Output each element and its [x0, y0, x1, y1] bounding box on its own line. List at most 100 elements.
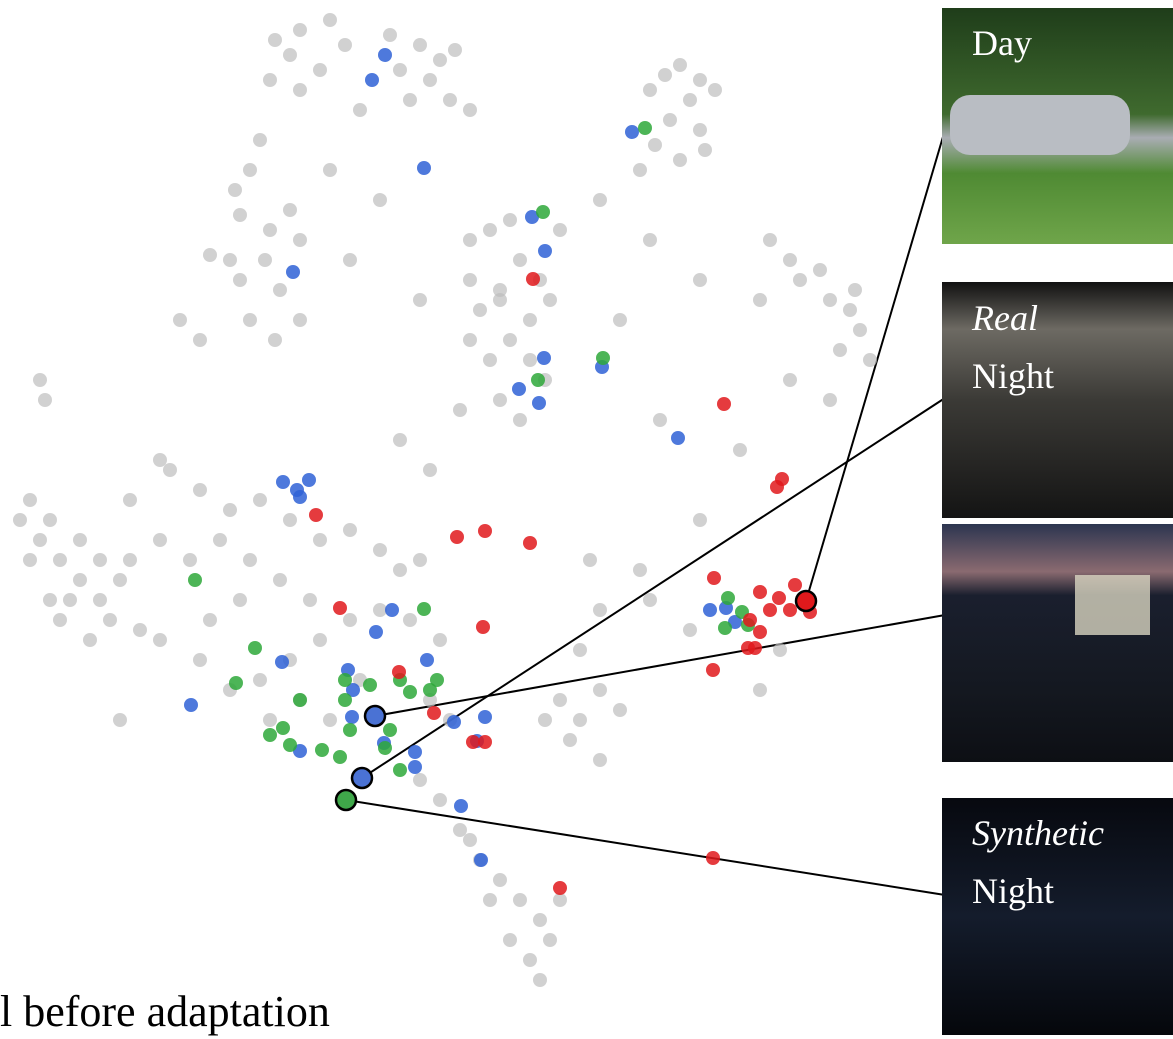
point — [553, 893, 567, 907]
point — [653, 413, 667, 427]
point — [228, 183, 242, 197]
point — [593, 753, 607, 767]
highlight-point — [352, 768, 372, 788]
point — [503, 333, 517, 347]
point — [338, 38, 352, 52]
point — [593, 683, 607, 697]
point — [706, 663, 720, 677]
caption: l before adaptation — [0, 987, 330, 1036]
point — [385, 603, 399, 617]
point — [706, 851, 720, 865]
point — [493, 393, 507, 407]
connector — [806, 130, 945, 601]
point — [343, 723, 357, 737]
point — [275, 655, 289, 669]
point — [563, 733, 577, 747]
point — [103, 613, 117, 627]
point — [503, 213, 517, 227]
point — [478, 735, 492, 749]
point — [353, 103, 367, 117]
point — [33, 533, 47, 547]
point — [53, 613, 67, 627]
point — [433, 793, 447, 807]
panel-label: Real — [971, 298, 1038, 338]
point — [463, 233, 477, 247]
point — [315, 743, 329, 757]
point — [263, 713, 277, 727]
point — [478, 524, 492, 538]
point — [543, 933, 557, 947]
point — [184, 698, 198, 712]
point — [323, 713, 337, 727]
point — [369, 625, 383, 639]
point — [213, 533, 227, 547]
point — [643, 233, 657, 247]
point — [343, 613, 357, 627]
point — [373, 193, 387, 207]
point — [698, 143, 712, 157]
point — [813, 263, 827, 277]
point — [493, 873, 507, 887]
point — [733, 443, 747, 457]
point — [363, 678, 377, 692]
point — [333, 601, 347, 615]
car-shape — [950, 95, 1130, 155]
point — [523, 953, 537, 967]
point — [23, 493, 37, 507]
point — [333, 750, 347, 764]
point — [553, 693, 567, 707]
point — [638, 121, 652, 135]
point — [513, 413, 527, 427]
point — [393, 763, 407, 777]
point — [93, 593, 107, 607]
point — [173, 313, 187, 327]
point — [693, 273, 707, 287]
point — [753, 625, 767, 639]
point — [483, 223, 497, 237]
point — [233, 273, 247, 287]
point — [73, 573, 87, 587]
point — [843, 303, 857, 317]
point — [286, 265, 300, 279]
point — [513, 253, 527, 267]
point — [453, 823, 467, 837]
point — [748, 641, 762, 655]
point — [613, 703, 627, 717]
point — [673, 153, 687, 167]
point — [392, 665, 406, 679]
point — [538, 713, 552, 727]
point — [193, 483, 207, 497]
point — [223, 503, 237, 517]
point — [538, 244, 552, 258]
point — [408, 760, 422, 774]
point — [403, 93, 417, 107]
point — [658, 68, 672, 82]
point — [153, 453, 167, 467]
point — [633, 163, 647, 177]
connector — [375, 615, 945, 716]
point — [338, 673, 352, 687]
point — [625, 125, 639, 139]
point — [863, 353, 877, 367]
point — [413, 38, 427, 52]
point — [365, 73, 379, 87]
point — [338, 693, 352, 707]
point — [243, 313, 257, 327]
point — [403, 685, 417, 699]
point — [537, 351, 551, 365]
point — [33, 373, 47, 387]
point — [763, 233, 777, 247]
point — [413, 293, 427, 307]
point — [531, 373, 545, 387]
point — [433, 53, 447, 67]
point — [113, 713, 127, 727]
point — [573, 643, 587, 657]
point — [263, 728, 277, 742]
point — [573, 713, 587, 727]
point — [671, 431, 685, 445]
point — [683, 93, 697, 107]
point — [203, 613, 217, 627]
point — [543, 293, 557, 307]
point — [229, 676, 243, 690]
point — [823, 393, 837, 407]
